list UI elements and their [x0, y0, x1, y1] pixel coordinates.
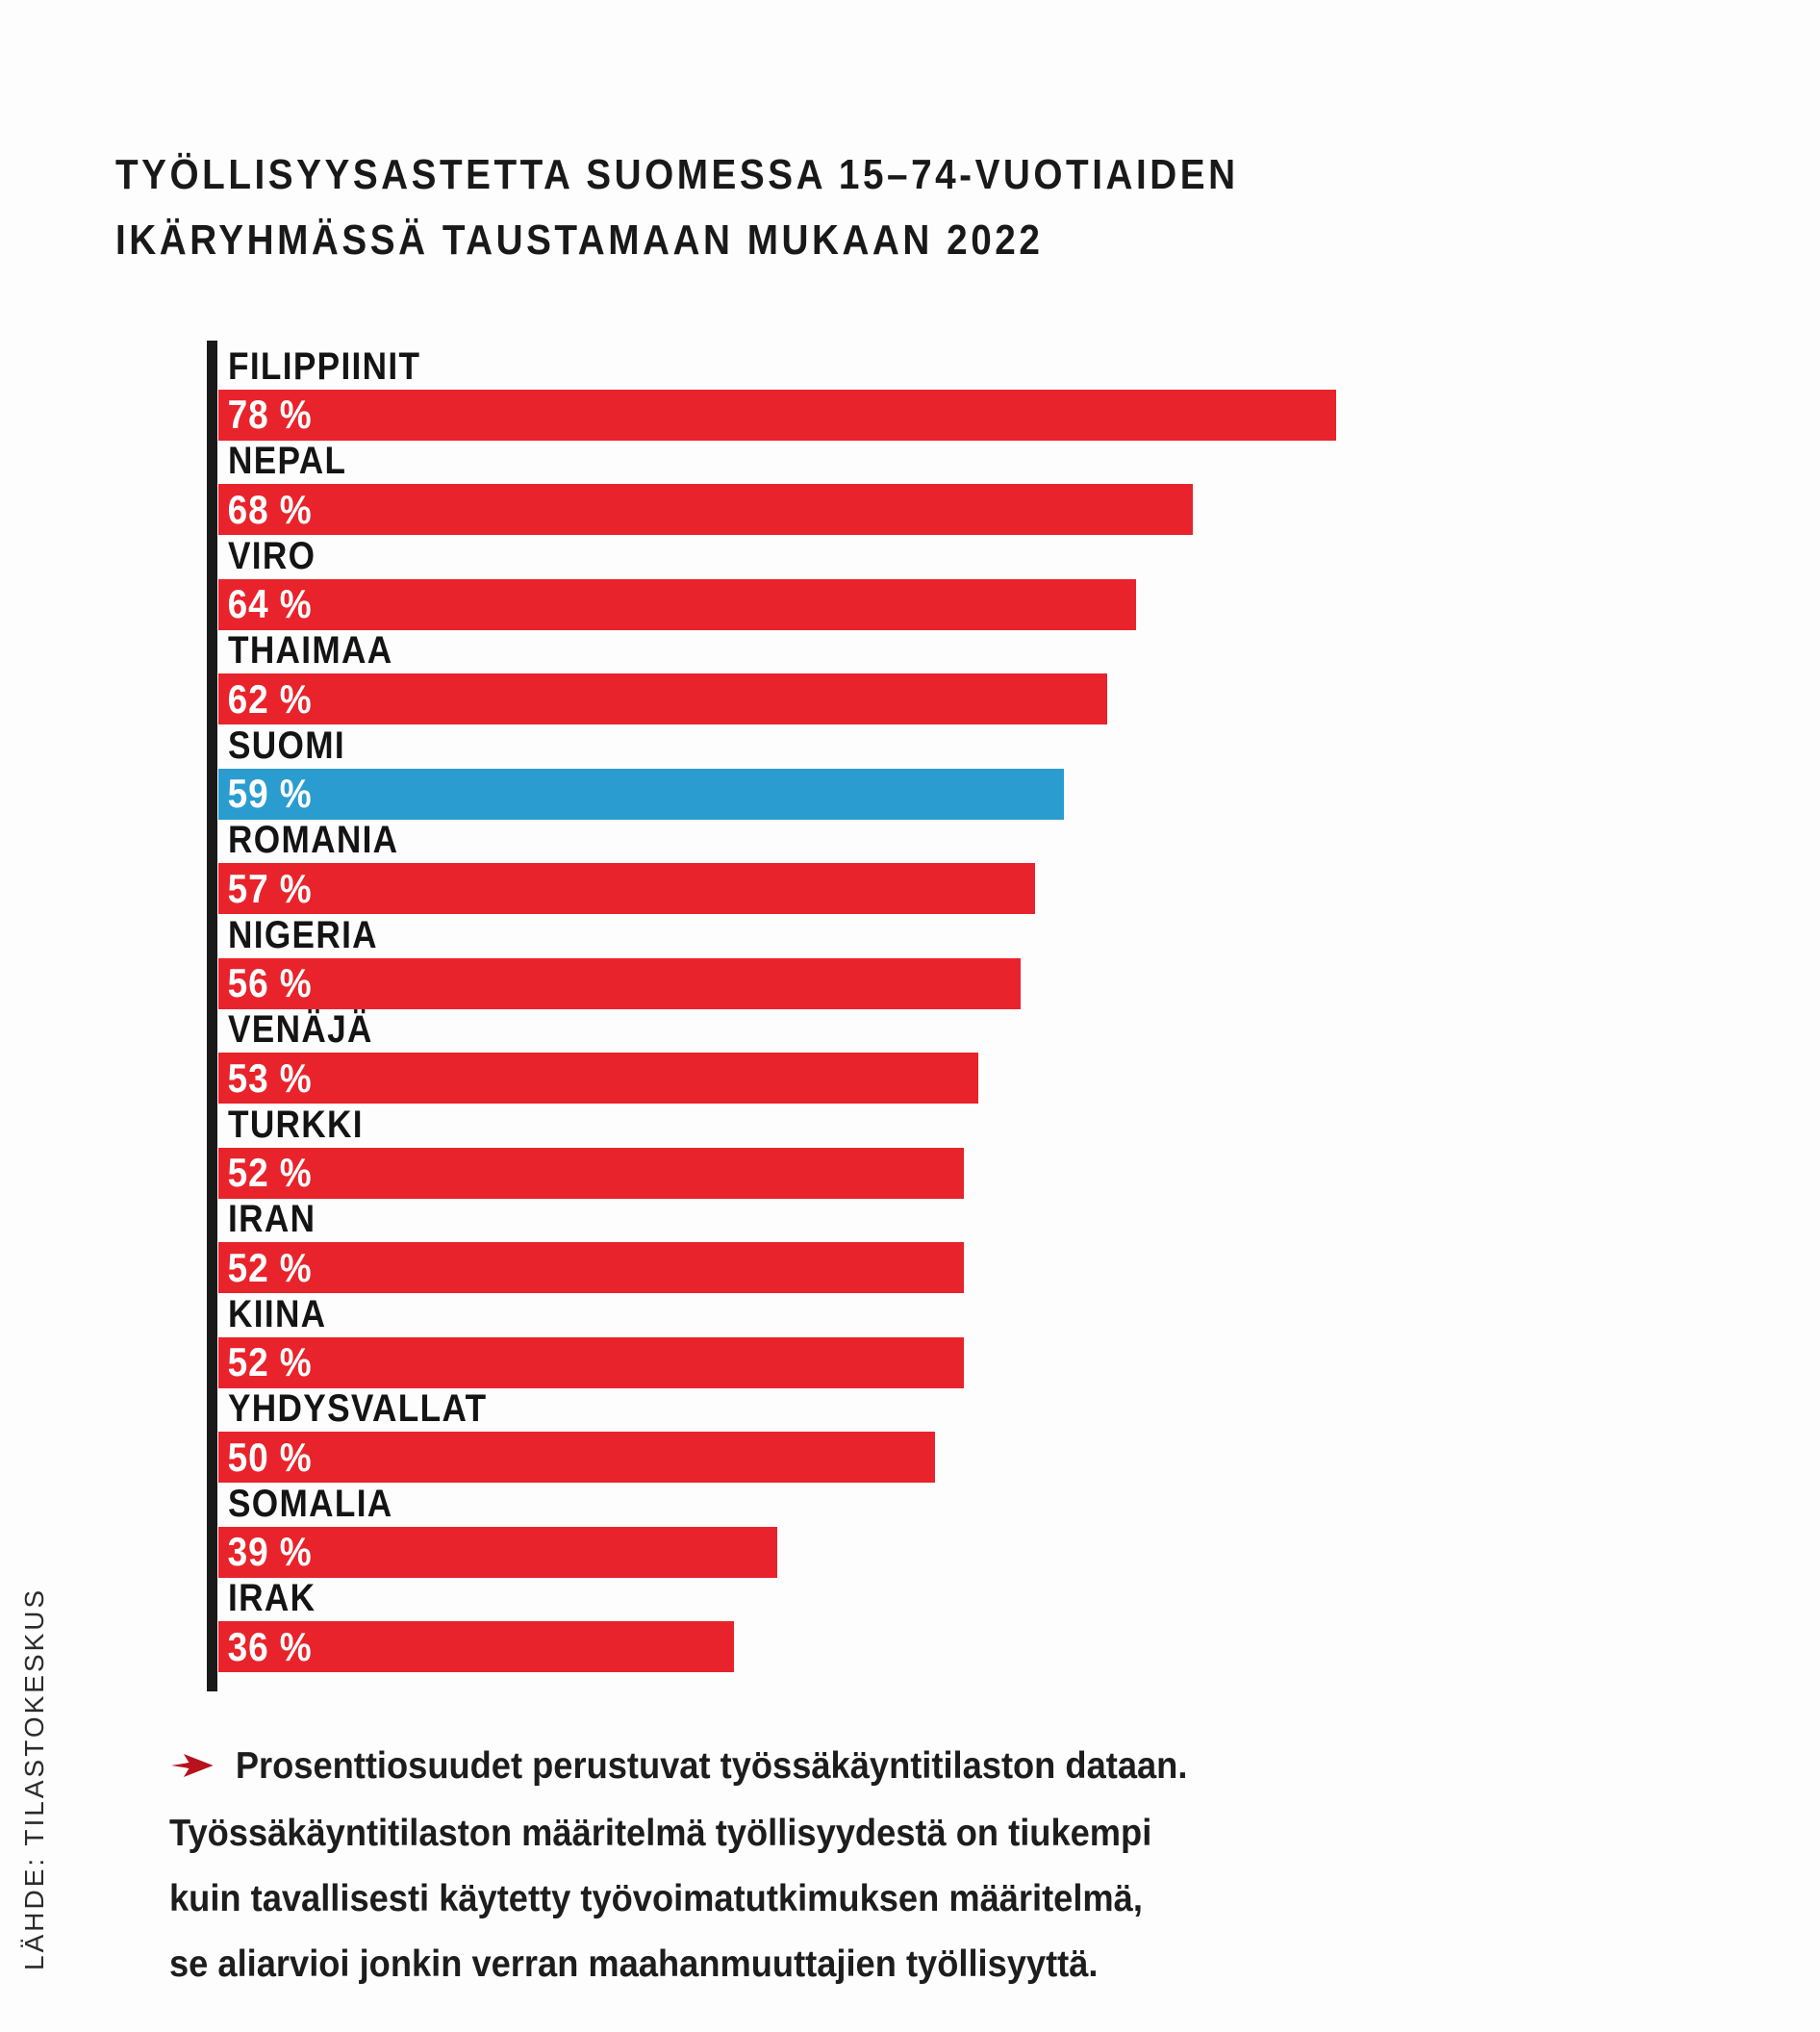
bar-value: 39 %	[227, 1529, 313, 1574]
bar-value: 64 %	[227, 581, 313, 626]
footnote-line: se aliarvioi jonkin verran maahanmuuttaj…	[169, 1943, 1099, 1985]
chart-row: YHDYSVALLAT 50 %	[218, 1387, 1652, 1483]
chart-row: TURKKI 52 %	[218, 1103, 1652, 1199]
bar: 64 %	[218, 578, 1136, 630]
footnote: Prosenttiosuudet perustuvat työssäkäynti…	[169, 1734, 1264, 1997]
bar: 53 %	[218, 1053, 978, 1104]
bar: 78 %	[218, 389, 1337, 441]
chart-row: SUOMI 59 %	[218, 724, 1652, 820]
bar-value: 68 %	[227, 486, 313, 532]
bar: 62 %	[218, 673, 1107, 724]
bar: 56 %	[218, 957, 1022, 1009]
bar-label: KIINA	[228, 1292, 327, 1335]
bar-value: 59 %	[227, 771, 313, 816]
chart-row: IRAK 36 %	[218, 1577, 1652, 1672]
chart-title: TYÖLLISYYSASTETTA SUOMESSA 15–74-VUOTIAI…	[115, 142, 1239, 273]
footnote-line: kuin tavallisesti käytetty työvoimatutki…	[169, 1878, 1143, 1919]
bar-value: 36 %	[227, 1623, 313, 1669]
bar: 50 %	[218, 1432, 935, 1483]
bar-label: TURKKI	[228, 1103, 364, 1146]
chart-row: VIRO 64 %	[218, 534, 1652, 630]
bar-value: 52 %	[227, 1150, 313, 1195]
chart-row: SOMALIA 39 %	[218, 1482, 1652, 1578]
chart-row: ROMANIA 57 %	[218, 819, 1652, 914]
bar-value: 52 %	[227, 1244, 313, 1290]
bar-label: NEPAL	[228, 440, 347, 482]
bar-value: 78 %	[227, 392, 313, 437]
chart-title-line2: IKÄRYHMÄSSÄ TAUSTAMAAN MUKAAN 2022	[115, 216, 1044, 264]
red-arrow-icon	[169, 1736, 215, 1801]
bar-label: NIGERIA	[228, 913, 378, 956]
chart-row: THAIMAA 62 %	[218, 629, 1652, 724]
chart-row: VENÄJÄ 53 %	[218, 1008, 1652, 1104]
bar-value: 50 %	[227, 1434, 313, 1480]
chart-row: KIINA 52 %	[218, 1292, 1652, 1388]
chart-row: NIGERIA 56 %	[218, 913, 1652, 1009]
bar-label: SOMALIA	[228, 1482, 393, 1525]
bar-highlight: 59 %	[218, 768, 1065, 820]
chart-title-line1: TYÖLLISYYSASTETTA SUOMESSA 15–74-VUOTIAI…	[115, 151, 1239, 198]
bar: 52 %	[218, 1242, 964, 1293]
bar-label: VIRO	[228, 534, 316, 577]
footnote-text-1: Prosenttiosuudet perustuvat työssäkäynti…	[235, 1745, 1188, 1787]
y-axis-line	[207, 341, 217, 1691]
bar-chart: FILIPPIINIT 78 % NEPAL 68 % VIRO 64 % THAIMAA 6…	[218, 344, 1652, 1672]
bar-value: 62 %	[227, 675, 313, 722]
bar: 36 %	[218, 1621, 735, 1672]
bar-value: 57 %	[227, 865, 313, 911]
footnote-line: Työssäkäyntitilaston määritelmä työllisy…	[169, 1813, 1152, 1854]
bar-label: IRAK	[228, 1577, 316, 1619]
bar: 68 %	[218, 484, 1194, 535]
bar-label: SUOMI	[228, 724, 345, 767]
bar-label: THAIMAA	[228, 629, 393, 672]
chart-row: NEPAL 68 %	[218, 440, 1652, 535]
bar: 57 %	[218, 863, 1036, 914]
bar-value: 53 %	[227, 1054, 313, 1101]
chart-row: FILIPPIINIT 78 %	[218, 344, 1652, 441]
bar: 39 %	[218, 1526, 778, 1578]
bar-label: ROMANIA	[228, 819, 399, 861]
bar-label: FILIPPIINIT	[228, 344, 421, 388]
bar: 52 %	[218, 1147, 964, 1199]
bar-label: YHDYSVALLAT	[228, 1387, 488, 1430]
chart-row: IRAN 52 %	[218, 1198, 1652, 1293]
bar: 52 %	[218, 1336, 964, 1388]
footnote-line: Prosenttiosuudet perustuvat työssäkäynti…	[169, 1734, 1187, 1801]
bar-value: 56 %	[227, 960, 313, 1005]
bar-label: VENÄJÄ	[228, 1008, 373, 1051]
bar-value: 52 %	[227, 1339, 313, 1384]
bar-label: IRAN	[228, 1198, 316, 1240]
source-label: LÄHDE: TILASTOKESKUS	[19, 1587, 49, 1970]
